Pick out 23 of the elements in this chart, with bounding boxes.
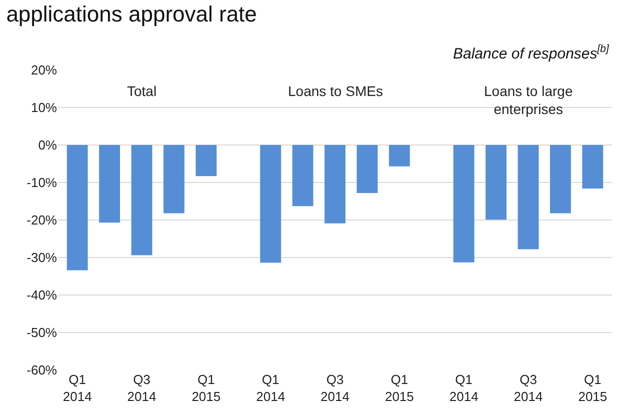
- y-tick-label: -50%: [26, 325, 58, 340]
- x-tick-label: Q1 2014: [62, 372, 92, 404]
- y-tick-label: 0%: [38, 138, 58, 153]
- annotation: Loans to large enterprises: [484, 83, 573, 118]
- chart-title: applications approval rate: [6, 2, 257, 27]
- x-tick-label: Q3 2014: [320, 372, 350, 404]
- x-tick-label: Q1 2015: [578, 372, 608, 404]
- x-tick-label: Q3 2014: [514, 372, 543, 404]
- chart-subtitle: Balance of responses$^{[b]}$: [453, 43, 610, 62]
- y-tick-label: 20%: [30, 62, 58, 78]
- x-tick-label: Q3 2014: [127, 372, 156, 404]
- annotation: Loans to SMEs: [288, 83, 383, 99]
- x-tick-label: Q1 2014: [256, 372, 286, 404]
- x-tick-label: Q1 2015: [384, 372, 414, 404]
- y-tick-label: 10%: [30, 100, 58, 116]
- y-tick-label: -30%: [26, 250, 58, 266]
- annotation: Total: [127, 83, 157, 99]
- x-tick-label: Q1 2015: [192, 372, 221, 404]
- y-tick-label: -60%: [26, 362, 58, 378]
- x-tick-label: Q1 2014: [449, 372, 478, 404]
- y-tick-label: -20%: [26, 212, 58, 228]
- y-tick-label: -40%: [26, 288, 58, 303]
- y-tick-label: -10%: [26, 175, 58, 190]
